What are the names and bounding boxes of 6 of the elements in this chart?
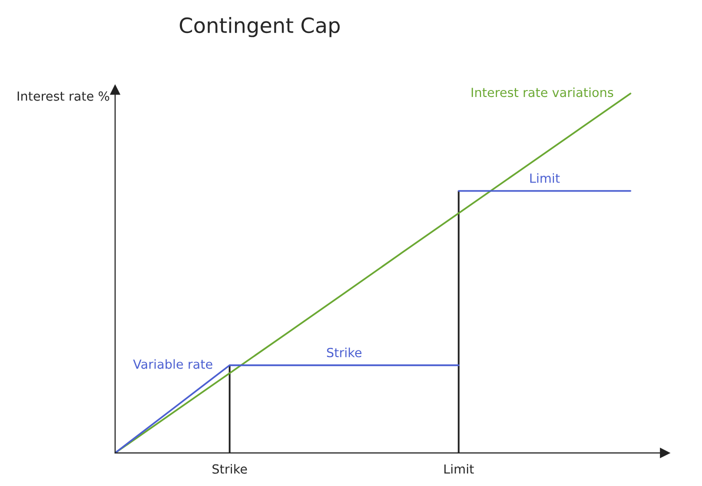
series-label: Limit	[530, 173, 560, 183]
series-label: Interest rate variations	[472, 87, 614, 98]
series-label: Variable rate	[133, 359, 212, 369]
y-axis-title: Interest rate %	[18, 91, 110, 101]
series-label: Strike	[327, 348, 362, 358]
chart-title: Contingent Cap	[180, 17, 340, 38]
